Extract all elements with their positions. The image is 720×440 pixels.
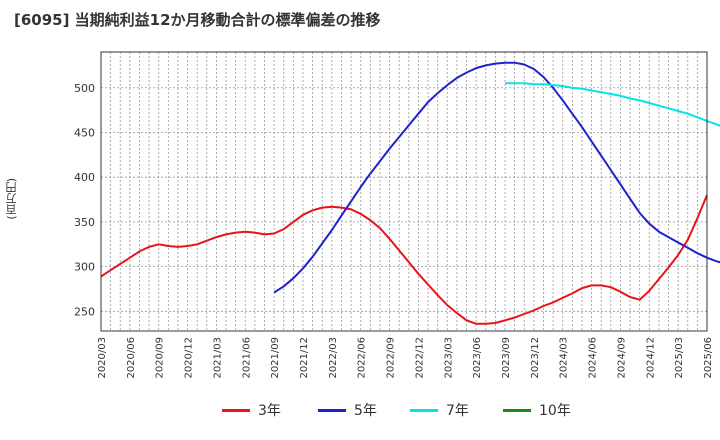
y-tick-label: 400 [74,171,95,184]
x-tick-label: 2020/12 [184,337,195,379]
series-line-2 [505,82,720,127]
legend-item-10y[interactable]: 10年 [503,400,571,420]
legend-label-7y: 7年 [446,403,469,419]
x-tick-label: 2023/03 [443,337,454,379]
x-tick-label: 2023/12 [530,337,541,379]
legend-item-7y[interactable]: 7年 [410,400,469,420]
series-lines [100,61,720,325]
legend-swatch-7y [410,408,438,412]
x-tick-labels: 2020/03 2020/06 2020/09 2020/12 2021/03 2021/… [97,337,714,379]
series-line-0 [100,194,708,325]
legend: 3年 5年 7年 10年 [0,400,720,430]
y-tick-label: 500 [74,82,95,95]
x-tick-label: 2025/03 [674,337,685,379]
legend-label-10y: 10年 [539,403,571,419]
y-tick-labels: 250 300 350 400 450 500 [74,82,95,319]
x-tick-label: 2021/03 [212,337,223,379]
legend-label-5y: 5年 [354,403,377,419]
y-tick-label: 250 [74,305,95,318]
x-tick-label: 2020/03 [97,337,108,379]
legend-swatch-10y [503,408,531,412]
x-tick-label: 2025/06 [703,337,714,379]
y-tick-label: 350 [74,216,95,229]
x-tick-label: 2022/06 [357,337,368,379]
y-tick-label: 450 [74,126,95,139]
x-tick-label: 2020/06 [126,337,137,379]
x-tick-label: 2024/12 [645,337,656,379]
x-tick-label: 2020/09 [155,337,166,379]
legend-item-3y[interactable]: 3年 [222,400,281,420]
chart-title: [6095] 当期純利益12か月移動合計の標準偏差の推移 [14,11,381,29]
legend-label-3y: 3年 [258,403,281,419]
x-tick-label: 2022/03 [328,337,339,379]
y-tick-label: 300 [74,261,95,274]
legend-item-5y[interactable]: 5年 [318,400,377,420]
x-tick-label: 2024/03 [559,337,570,379]
x-tick-label: 2024/06 [588,337,599,379]
x-tick-label: 2023/09 [501,337,512,379]
x-tick-label: 2024/09 [616,337,627,379]
x-tick-label: 2021/06 [241,337,252,379]
x-tick-label: 2022/09 [386,337,397,379]
legend-swatch-3y [222,408,250,412]
x-tick-label: 2021/09 [270,337,281,379]
x-tick-label: 2021/12 [299,337,310,379]
plot-frame [100,51,708,332]
series-line-1 [273,61,720,294]
legend-swatch-5y [318,408,346,412]
x-tick-label: 2023/06 [472,337,483,379]
x-tick-label: 2022/12 [414,337,425,379]
